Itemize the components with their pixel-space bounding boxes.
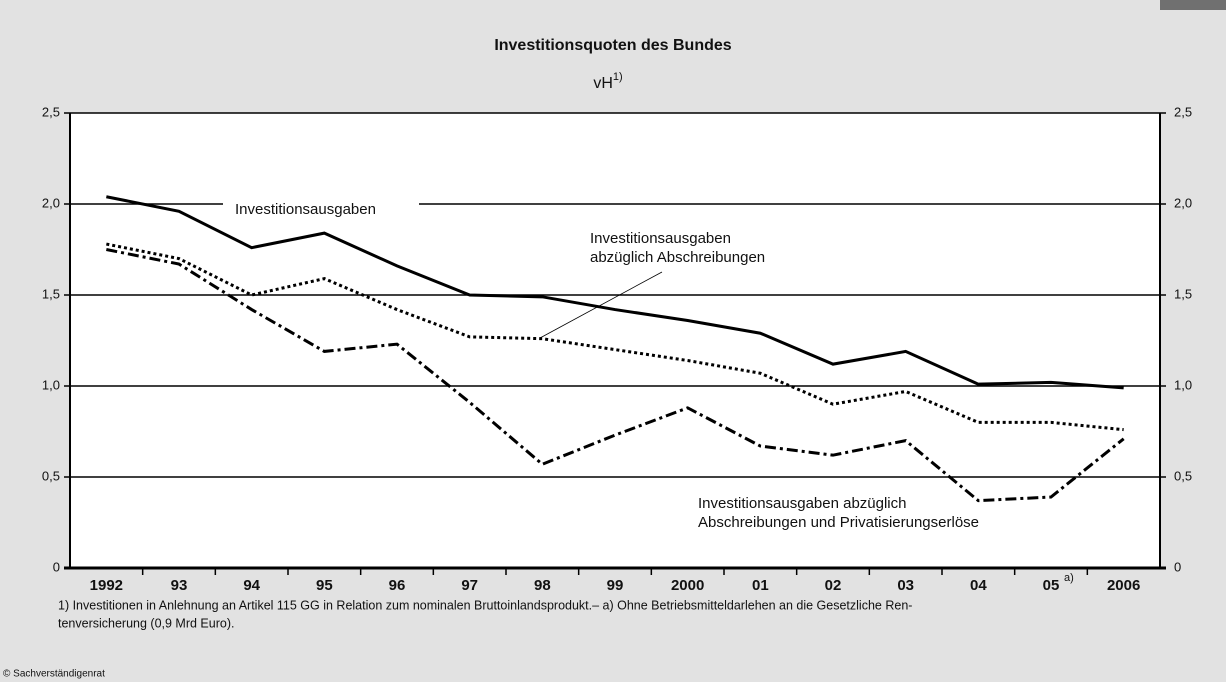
series-label: Investitionsausgaben abzüglich [698, 495, 906, 512]
chart-title: Investitionsquoten des Bundes [494, 37, 731, 54]
footnote: 1) Investitionen in Anlehnung an Artikel… [58, 598, 912, 612]
y2-tick-label: 1,5 [1174, 286, 1192, 301]
series-label: Investitionsausgaben [235, 201, 376, 218]
label-background [223, 198, 419, 220]
y-tick-label: 2,5 [42, 104, 60, 119]
x-tick-label: 02 [825, 577, 842, 594]
footnote: tenversicherung (0,9 Mrd Euro). [58, 616, 234, 630]
series-label: Abschreibungen und Privatisierungserlöse [698, 514, 979, 531]
x-tick-label: 95 [316, 577, 333, 594]
y2-tick-label: 0 [1174, 559, 1181, 574]
corner-tab [1160, 0, 1226, 10]
source: © Sachverständigenrat [3, 669, 105, 680]
y-tick-label: 1,0 [42, 377, 60, 392]
x-tick-label: 03 [897, 577, 914, 594]
x-tick-label: 2006 [1107, 577, 1140, 594]
x-tick-label: 94 [243, 577, 260, 594]
series-line [106, 248, 1125, 503]
y2-tick-label: 2,0 [1174, 195, 1192, 210]
series-line [106, 195, 1124, 390]
y2-tick-label: 1,0 [1174, 377, 1192, 392]
category-note: a) [1064, 572, 1074, 584]
x-tick-label: 96 [389, 577, 406, 594]
series-line [106, 242, 1124, 432]
series-label: Investitionsausgaben [590, 230, 731, 247]
y-tick-label: 0,5 [42, 468, 60, 483]
x-tick-label: 97 [461, 577, 478, 594]
series-label: abzüglich Abschreibungen [590, 249, 765, 266]
unit-note: 1) [613, 71, 623, 83]
x-tick-label: 01 [752, 577, 769, 594]
y-tick-label: 1,5 [42, 286, 60, 301]
plot-area [70, 113, 1160, 568]
y2-tick-label: 0,5 [1174, 468, 1192, 483]
x-tick-label: 2000 [671, 577, 704, 594]
unit: vH [593, 75, 613, 92]
x-tick-label: 99 [607, 577, 624, 594]
x-tick-label: 93 [171, 577, 188, 594]
x-tick-label: 05 [1043, 577, 1060, 594]
unit-label: vH1) [593, 71, 622, 92]
x-tick-label: 98 [534, 577, 551, 594]
y2-tick-label: 2,5 [1174, 104, 1192, 119]
x-tick-label: 04 [970, 577, 987, 594]
leader-line [539, 271, 663, 339]
y-tick-label: 2,0 [42, 195, 60, 210]
x-tick-label: 1992 [90, 577, 123, 594]
y-tick-label: 0 [53, 559, 60, 574]
